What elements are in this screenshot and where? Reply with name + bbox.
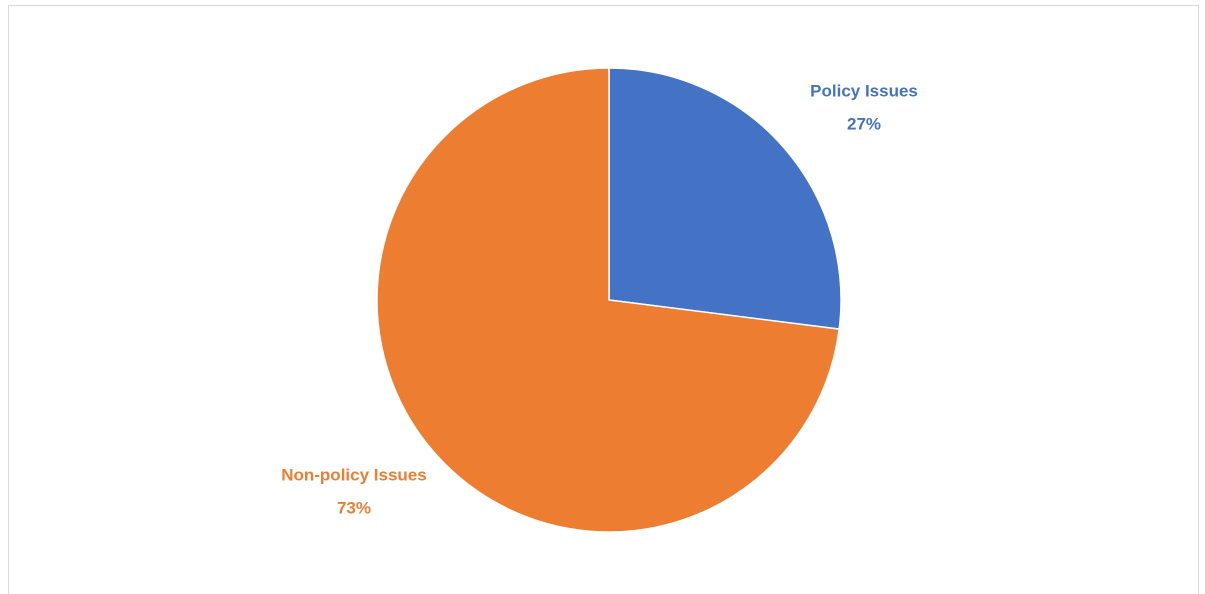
slice-label: Non-policy Issues <box>281 465 426 484</box>
pie-slice <box>608 67 842 330</box>
slice-label: Policy Issues <box>810 82 918 101</box>
slice-value-label: 73% <box>337 498 371 517</box>
slice-value-label: 27% <box>847 115 881 134</box>
pie-slice <box>376 67 841 533</box>
